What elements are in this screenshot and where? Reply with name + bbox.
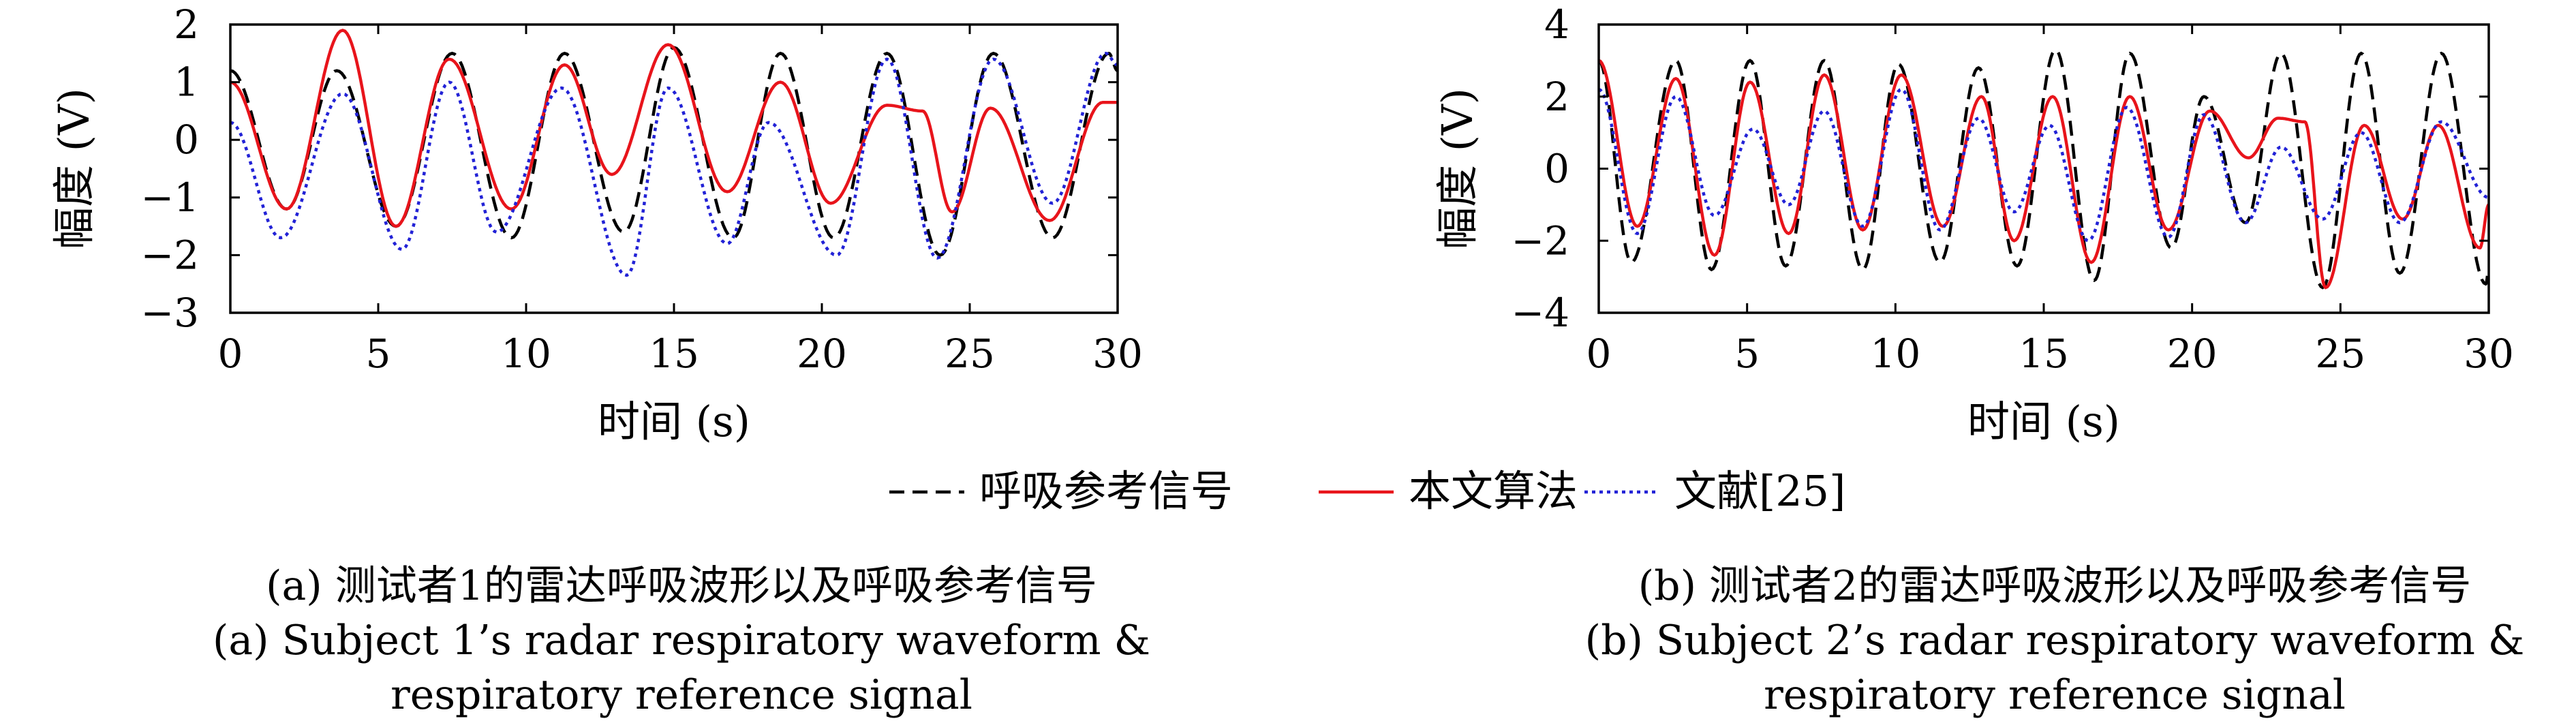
caption-a-en-2: respiratory reference signal bbox=[390, 671, 972, 719]
caption-b: (b) 测试者2的雷达呼吸波形以及呼吸参考信号 (b) Subject 2’s … bbox=[1581, 559, 2528, 722]
x-tick-label: 20 bbox=[797, 330, 847, 377]
caption-b-en-1: (b) Subject 2’s radar respiratory wavefo… bbox=[1584, 617, 2525, 664]
series-line-2 bbox=[1599, 59, 2489, 290]
series-line-1 bbox=[230, 46, 1118, 257]
legend-label-1: 呼吸参考信号 bbox=[979, 466, 1233, 516]
series-line-3 bbox=[1599, 87, 2489, 243]
y-axis-label: 幅度 (V) bbox=[49, 88, 99, 249]
y-tick-label: 2 bbox=[1544, 74, 1569, 120]
legend-label-2: 本文算法 bbox=[1409, 466, 1578, 516]
series-line-2 bbox=[230, 29, 1118, 228]
x-tick-label: 15 bbox=[2019, 330, 2069, 377]
y-tick-label: 0 bbox=[174, 117, 199, 163]
series-line-1 bbox=[1599, 48, 2489, 290]
x-tick-label: 10 bbox=[1870, 330, 1920, 377]
y-tick-label: 0 bbox=[1544, 146, 1569, 192]
caption-b-zh: (b) 测试者2的雷达呼吸波形以及呼吸参考信号 bbox=[1638, 562, 2472, 610]
legend-label-3: 文献[25] bbox=[1674, 466, 1845, 516]
x-tick-label: 30 bbox=[1092, 330, 1143, 377]
x-tick-label: 30 bbox=[2464, 330, 2514, 377]
x-tick-label: 25 bbox=[2315, 330, 2365, 377]
y-tick-label: −2 bbox=[1512, 217, 1570, 264]
x-tick-label: 0 bbox=[218, 330, 243, 377]
y-tick-label: −2 bbox=[141, 232, 200, 278]
x-tick-label: 15 bbox=[649, 330, 699, 377]
x-axis-label: 时间 (s) bbox=[598, 397, 750, 446]
y-tick-label: −1 bbox=[141, 174, 200, 221]
x-tick-label: 5 bbox=[366, 330, 391, 377]
y-tick-label: 2 bbox=[174, 1, 199, 48]
x-tick-label: 20 bbox=[2167, 330, 2218, 377]
caption-a: (a) 测试者1的雷达呼吸波形以及呼吸参考信号 (a) Subject 1’s … bbox=[204, 559, 1159, 722]
x-tick-label: 5 bbox=[1734, 330, 1760, 377]
x-tick-label: 25 bbox=[945, 330, 995, 377]
y-tick-label: 1 bbox=[174, 59, 199, 106]
chart-a: 0 5 10 15 20 25 30 −3 −2 −1 0 1 2 时间 (s) 幅度 (V) bbox=[49, 1, 1143, 446]
chart-b: 0 5 10 15 20 25 30 −4 −2 0 2 4 时间 (s) 幅度 (V) bbox=[1432, 1, 2514, 446]
caption-a-en-1: (a) Subject 1’s radar respiratory wavefo… bbox=[212, 617, 1151, 664]
y-tick-label: −3 bbox=[141, 290, 200, 336]
x-axis-label: 时间 (s) bbox=[1967, 397, 2120, 446]
y-axis-label: 幅度 (V) bbox=[1432, 88, 1482, 249]
legend: 呼吸参考信号 本文算法 文献[25] bbox=[889, 466, 1845, 516]
caption-b-en-2: respiratory reference signal bbox=[1764, 671, 2346, 719]
x-tick-label: 10 bbox=[501, 330, 551, 377]
y-tick-label: 4 bbox=[1544, 1, 1569, 48]
caption-a-zh: (a) 测试者1的雷达呼吸波形以及呼吸参考信号 bbox=[266, 562, 1097, 610]
x-tick-label: 0 bbox=[1586, 330, 1612, 377]
y-tick-label: −4 bbox=[1512, 290, 1570, 336]
